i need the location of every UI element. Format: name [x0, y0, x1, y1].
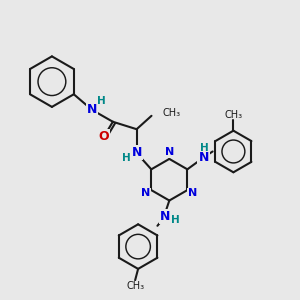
Text: H: H	[97, 96, 106, 106]
Text: CH₃: CH₃	[163, 108, 181, 118]
Text: CH₃: CH₃	[224, 110, 242, 120]
Text: N: N	[131, 146, 142, 160]
Text: H: H	[122, 153, 130, 163]
Text: O: O	[99, 130, 109, 143]
Text: N: N	[188, 188, 198, 198]
Text: N: N	[87, 103, 97, 116]
Text: N: N	[141, 188, 150, 198]
Text: CH₃: CH₃	[126, 280, 144, 290]
Text: N: N	[160, 210, 170, 224]
Text: H: H	[171, 215, 180, 225]
Text: N: N	[165, 147, 174, 158]
Text: N: N	[199, 151, 209, 164]
Text: H: H	[200, 143, 209, 153]
